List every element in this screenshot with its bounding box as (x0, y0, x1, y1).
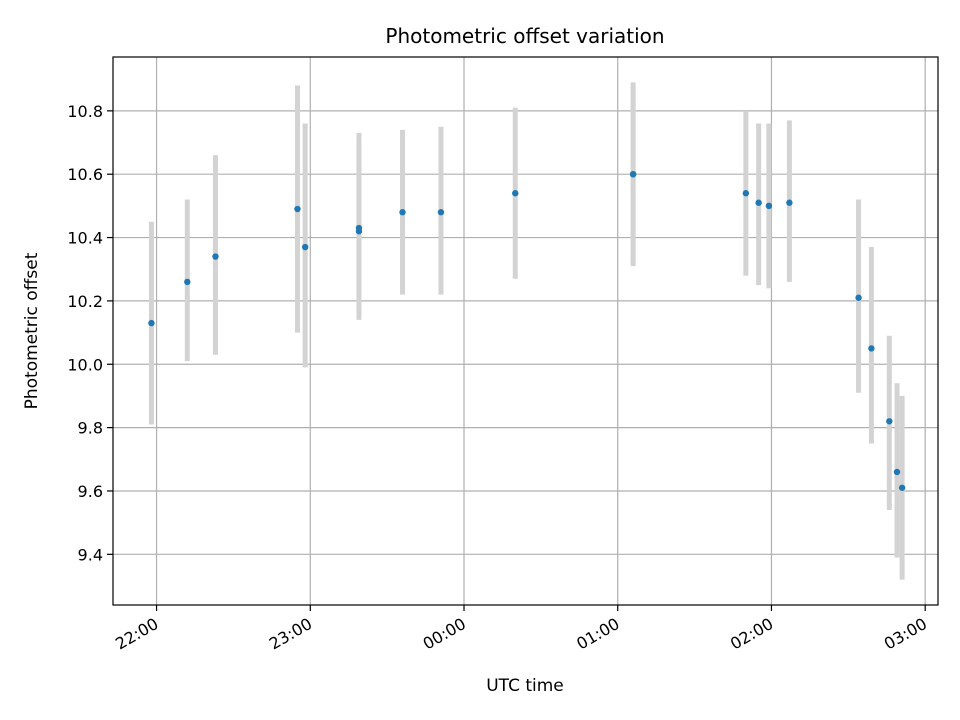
plot-area-frame (112, 56, 939, 606)
y-tick-label: 10.0 (67, 355, 103, 374)
data-point (786, 199, 793, 206)
y-tick-label: 10.4 (67, 229, 103, 248)
data-point (868, 345, 875, 352)
data-point (355, 224, 363, 232)
y-axis-ticks: 9.4 9.6 9.8 10.0 10.2 10.4 10.6 10.8 (67, 102, 113, 564)
data-point (886, 418, 893, 425)
data-point (855, 294, 862, 301)
x-axis-label: UTC time (486, 676, 564, 696)
data-point (755, 199, 762, 206)
data-point (898, 484, 906, 491)
y-tick-label: 10.2 (67, 292, 103, 311)
y-tick-label: 9.6 (78, 482, 103, 501)
data-point (212, 253, 219, 260)
data-point (301, 243, 309, 251)
data-point (893, 468, 901, 476)
data-point (148, 319, 155, 327)
data-point (437, 209, 445, 216)
y-tick-label: 10.8 (67, 102, 103, 121)
chart-title: Photometric offset variation (385, 24, 664, 48)
data-point (765, 202, 773, 210)
y-tick-label: 10.6 (67, 165, 103, 184)
y-tick-label: 9.4 (78, 545, 103, 564)
data-point (742, 190, 750, 197)
data-point (399, 209, 406, 216)
y-axis-label: Photometric offset (22, 252, 42, 409)
data-points (148, 171, 906, 491)
y-tick-label: 9.8 (78, 419, 103, 438)
data-point (294, 205, 301, 213)
data-point (629, 171, 637, 178)
data-point (512, 190, 519, 197)
data-point (184, 278, 191, 286)
grid (113, 57, 938, 605)
